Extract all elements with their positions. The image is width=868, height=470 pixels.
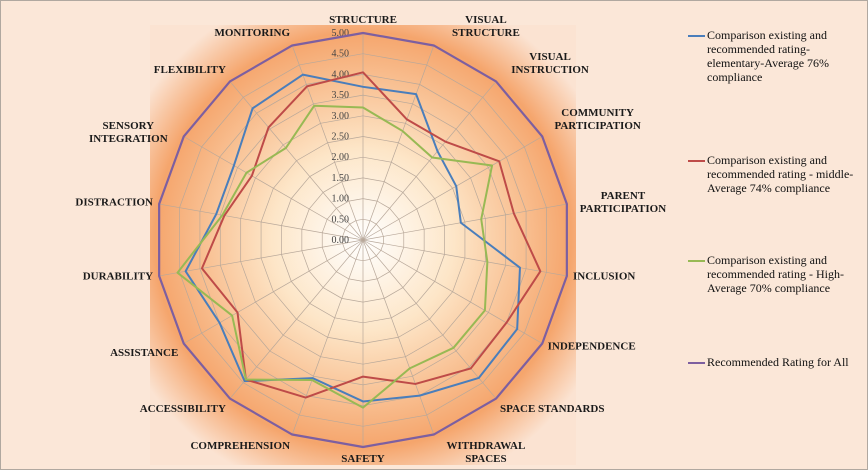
category-label: VISUAL STRUCTURE — [451, 13, 520, 39]
radial-tick-label: 4.50 — [332, 49, 350, 60]
spoke — [159, 239, 364, 277]
spoke — [362, 239, 543, 344]
category-label: SENSORY INTEGRATION — [89, 120, 168, 146]
radial-tick-label: 3.00 — [332, 111, 350, 122]
radial-tick-label: 2.50 — [332, 132, 350, 143]
category-label: SAFETY — [341, 453, 385, 466]
spoke — [291, 239, 364, 435]
radial-tick-label: 1.00 — [332, 194, 350, 205]
spoke — [291, 45, 364, 241]
legend-swatch — [688, 35, 705, 37]
series-line — [184, 73, 521, 403]
category-label: INCLUSION — [572, 270, 636, 283]
category-label: DISTRACTION — [75, 196, 154, 209]
category-label: FLEXIBILITY — [153, 63, 226, 76]
spoke — [229, 239, 364, 399]
spoke — [183, 239, 364, 344]
radial-tick-label: 0.50 — [332, 214, 350, 225]
category-label: COMMUNITY PARTICIPATION — [554, 107, 641, 133]
spoke — [362, 203, 567, 241]
radial-tick-label: 4.00 — [332, 69, 350, 80]
category-label: ASSISTANCE — [110, 346, 179, 359]
legend-label: Comparison existing and recommended rati… — [707, 28, 830, 84]
radial-tick-label: 2.00 — [332, 152, 350, 163]
radial-tick-label: 3.50 — [332, 90, 350, 101]
spoke — [362, 239, 497, 399]
category-label: SPACE STANDARDS — [500, 403, 605, 416]
category-label: DURABILITY — [82, 270, 154, 283]
legend-label: Comparison existing and recommended rati… — [707, 153, 854, 195]
category-label: MONITORING — [214, 26, 291, 39]
series-line — [158, 31, 568, 449]
spoke — [362, 81, 497, 241]
category-label: VISUAL INSTRUCTION — [511, 50, 589, 76]
spoke — [362, 239, 567, 277]
legend-swatch — [688, 362, 705, 364]
legend-swatch — [688, 160, 705, 162]
legend-swatch — [688, 260, 705, 262]
spoke — [159, 203, 364, 241]
category-label: STRUCTURE — [329, 13, 397, 26]
radial-tick-label: 5.00 — [332, 28, 350, 39]
category-label: INDEPENDENCE — [547, 340, 636, 353]
category-label: ACCESSIBILITY — [139, 403, 226, 416]
category-label: COMPREHENSION — [190, 440, 291, 453]
radial-tick-label: 0.00 — [332, 235, 350, 246]
spoke — [362, 239, 435, 435]
spoke — [362, 45, 435, 241]
radial-tick-label: 1.50 — [332, 173, 350, 184]
spoke — [183, 136, 364, 241]
legend-label: Comparison existing and recommended rati… — [707, 253, 844, 295]
spoke — [362, 136, 543, 241]
series-line — [200, 71, 542, 399]
legend-label: Recommended Rating for All — [707, 355, 849, 369]
category-label: PARENT PARTICIPATION — [579, 189, 667, 215]
series-line — [176, 104, 494, 409]
category-label: WITHDRAWAL SPACES — [446, 440, 526, 466]
